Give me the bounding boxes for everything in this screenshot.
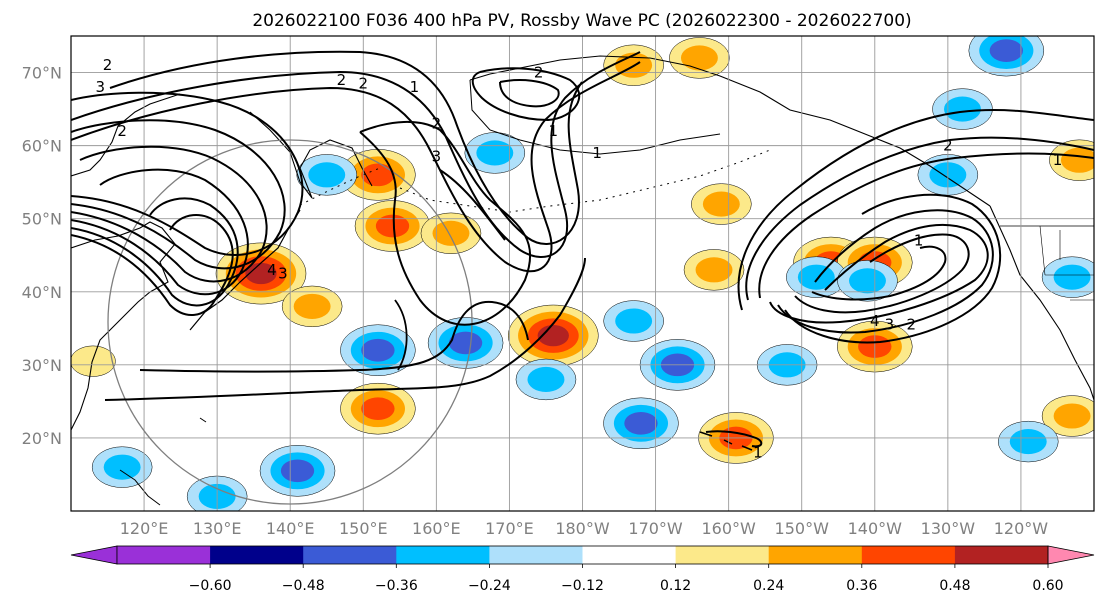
longitude-tick-label: 140°E <box>266 519 315 538</box>
latitude-tick-label: 60°N <box>22 137 62 156</box>
positive-pv-anomaly <box>683 249 745 291</box>
colorbar-segment <box>303 546 397 564</box>
longitude-tick-label: 150°E <box>339 519 388 538</box>
longitude-tick-label: 160°W <box>701 519 756 538</box>
positive-pv-anomaly <box>71 345 116 377</box>
longitude-tick-label: 170°W <box>628 519 683 538</box>
colorbar-segment <box>210 546 304 564</box>
negative-pv-anomaly <box>340 324 416 376</box>
contour-label: 2 <box>117 122 127 140</box>
contour-label: 1 <box>592 144 602 162</box>
negative-pv-anomaly <box>603 397 679 450</box>
negative-pv-anomaly <box>296 154 357 196</box>
colorbar-segment <box>768 546 863 564</box>
contour-label: 3 <box>95 78 105 96</box>
colorbar-tick-label: −0.24 <box>468 578 511 594</box>
colorbar-segment <box>582 546 677 564</box>
contour-label: 3 <box>885 316 895 334</box>
contour-label: 2 <box>359 75 369 93</box>
latitude-tick-label: 70°N <box>22 64 62 83</box>
colorbar-segment <box>396 546 490 564</box>
latitude-labels: 70°N 60°N 50°N 40°N 30°N 20°N <box>22 64 62 448</box>
colorbar-segments <box>70 545 1095 565</box>
negative-pv-anomaly <box>515 358 577 401</box>
colorbar-extend-max <box>1047 545 1095 565</box>
colorbar-tick-label: −0.48 <box>282 578 325 594</box>
colorbar-tick-label: 0.48 <box>939 578 970 594</box>
negative-pv-anomaly <box>932 88 993 130</box>
positive-pv-anomaly <box>215 242 307 305</box>
colorbar-segment <box>954 546 1049 564</box>
longitude-tick-label: 170°E <box>485 519 534 538</box>
positive-pv-anomaly <box>691 183 752 225</box>
graticule-layer <box>71 36 1094 511</box>
longitude-tick-label: 150°W <box>775 519 830 538</box>
contour-label: 2 <box>432 115 442 133</box>
chart-title: 2026022100 F036 400 hPa PV, Rossby Wave … <box>252 11 911 31</box>
positive-pv-anomaly <box>1049 139 1094 181</box>
positive-pv-anomaly <box>508 304 599 367</box>
negative-pv-anomaly <box>968 36 1045 77</box>
contour-label: 1 <box>753 444 763 462</box>
negative-pv-anomaly <box>997 420 1059 463</box>
colorbar: −0.60 −0.48 −0.36 −0.24 −0.12 0.12 0.24 0.36 0.4… <box>70 545 1095 594</box>
negative-pv-anomaly <box>1041 256 1094 298</box>
longitude-tick-label: 120°E <box>120 519 169 538</box>
latitude-tick-label: 50°N <box>22 210 62 229</box>
colorbar-segment <box>117 546 211 564</box>
contour-label: 4 <box>870 312 880 330</box>
negative-pv-anomaly <box>603 300 664 342</box>
latitude-tick-label: 30°N <box>22 356 62 375</box>
longitude-labels: 120°E 130°E 140°E 150°E 160°E 170°E 180°W 170°W… <box>120 519 1049 538</box>
contour-label: 1 <box>914 232 924 250</box>
projection-circle <box>107 139 473 505</box>
longitude-tick-label: 180°W <box>555 519 610 538</box>
colorbar-segment <box>861 546 956 564</box>
negative-pv-anomaly <box>837 260 898 302</box>
colorbar-tick-label: 0.24 <box>753 578 784 594</box>
longitude-tick-label: 120°W <box>994 519 1049 538</box>
positive-pv-anomaly <box>1041 395 1094 437</box>
colorbar-extend-min <box>70 545 118 565</box>
coastline-layer <box>71 55 1094 506</box>
contour-label: 2 <box>534 64 544 82</box>
longitude-tick-label: 130°E <box>193 519 242 538</box>
positive-pv-anomaly <box>354 200 431 252</box>
pv-contour-layer <box>71 50 1094 448</box>
colorbar-tick-label: 0.60 <box>1032 578 1063 594</box>
colorbar-segment <box>489 546 583 564</box>
contour-label: 1 <box>548 122 558 140</box>
negative-pv-anomaly <box>427 317 504 369</box>
contour-label: 3 <box>278 265 288 283</box>
longitude-tick-label: 140°W <box>848 519 903 538</box>
positive-pv-anomaly <box>281 285 343 328</box>
negative-pv-anomaly <box>91 446 153 488</box>
contour-label: 2 <box>103 56 113 74</box>
contour-label: 3 <box>432 148 442 166</box>
colorbar-tick-label: −0.12 <box>561 578 604 594</box>
positive-pv-anomaly <box>340 382 416 435</box>
colorbar-segment <box>675 546 770 564</box>
latitude-tick-label: 20°N <box>22 429 62 448</box>
contour-label: 1 <box>1053 151 1063 169</box>
longitude-tick-label: 130°W <box>921 519 976 538</box>
contour-label: 2 <box>337 71 347 89</box>
positive-pv-anomaly <box>669 37 730 79</box>
colorbar-tick-label: −0.36 <box>375 578 418 594</box>
longitude-tick-label: 160°E <box>412 519 461 538</box>
colorbar-tick-label: 0.36 <box>846 578 877 594</box>
contour-label: 2 <box>907 316 917 334</box>
colorbar-tick-label: −0.60 <box>189 578 232 594</box>
colorbar-ticks: −0.60 −0.48 −0.36 −0.24 −0.12 0.12 0.24 0.36 0.4… <box>189 564 1064 594</box>
contour-label: 1 <box>410 78 420 96</box>
contour-label: 2 <box>943 137 953 155</box>
latitude-tick-label: 40°N <box>22 283 62 302</box>
contour-label: 4 <box>267 261 277 279</box>
colorbar-tick-label: 0.12 <box>660 578 691 594</box>
negative-pv-anomaly <box>259 445 336 497</box>
map-frame <box>70 35 1095 512</box>
